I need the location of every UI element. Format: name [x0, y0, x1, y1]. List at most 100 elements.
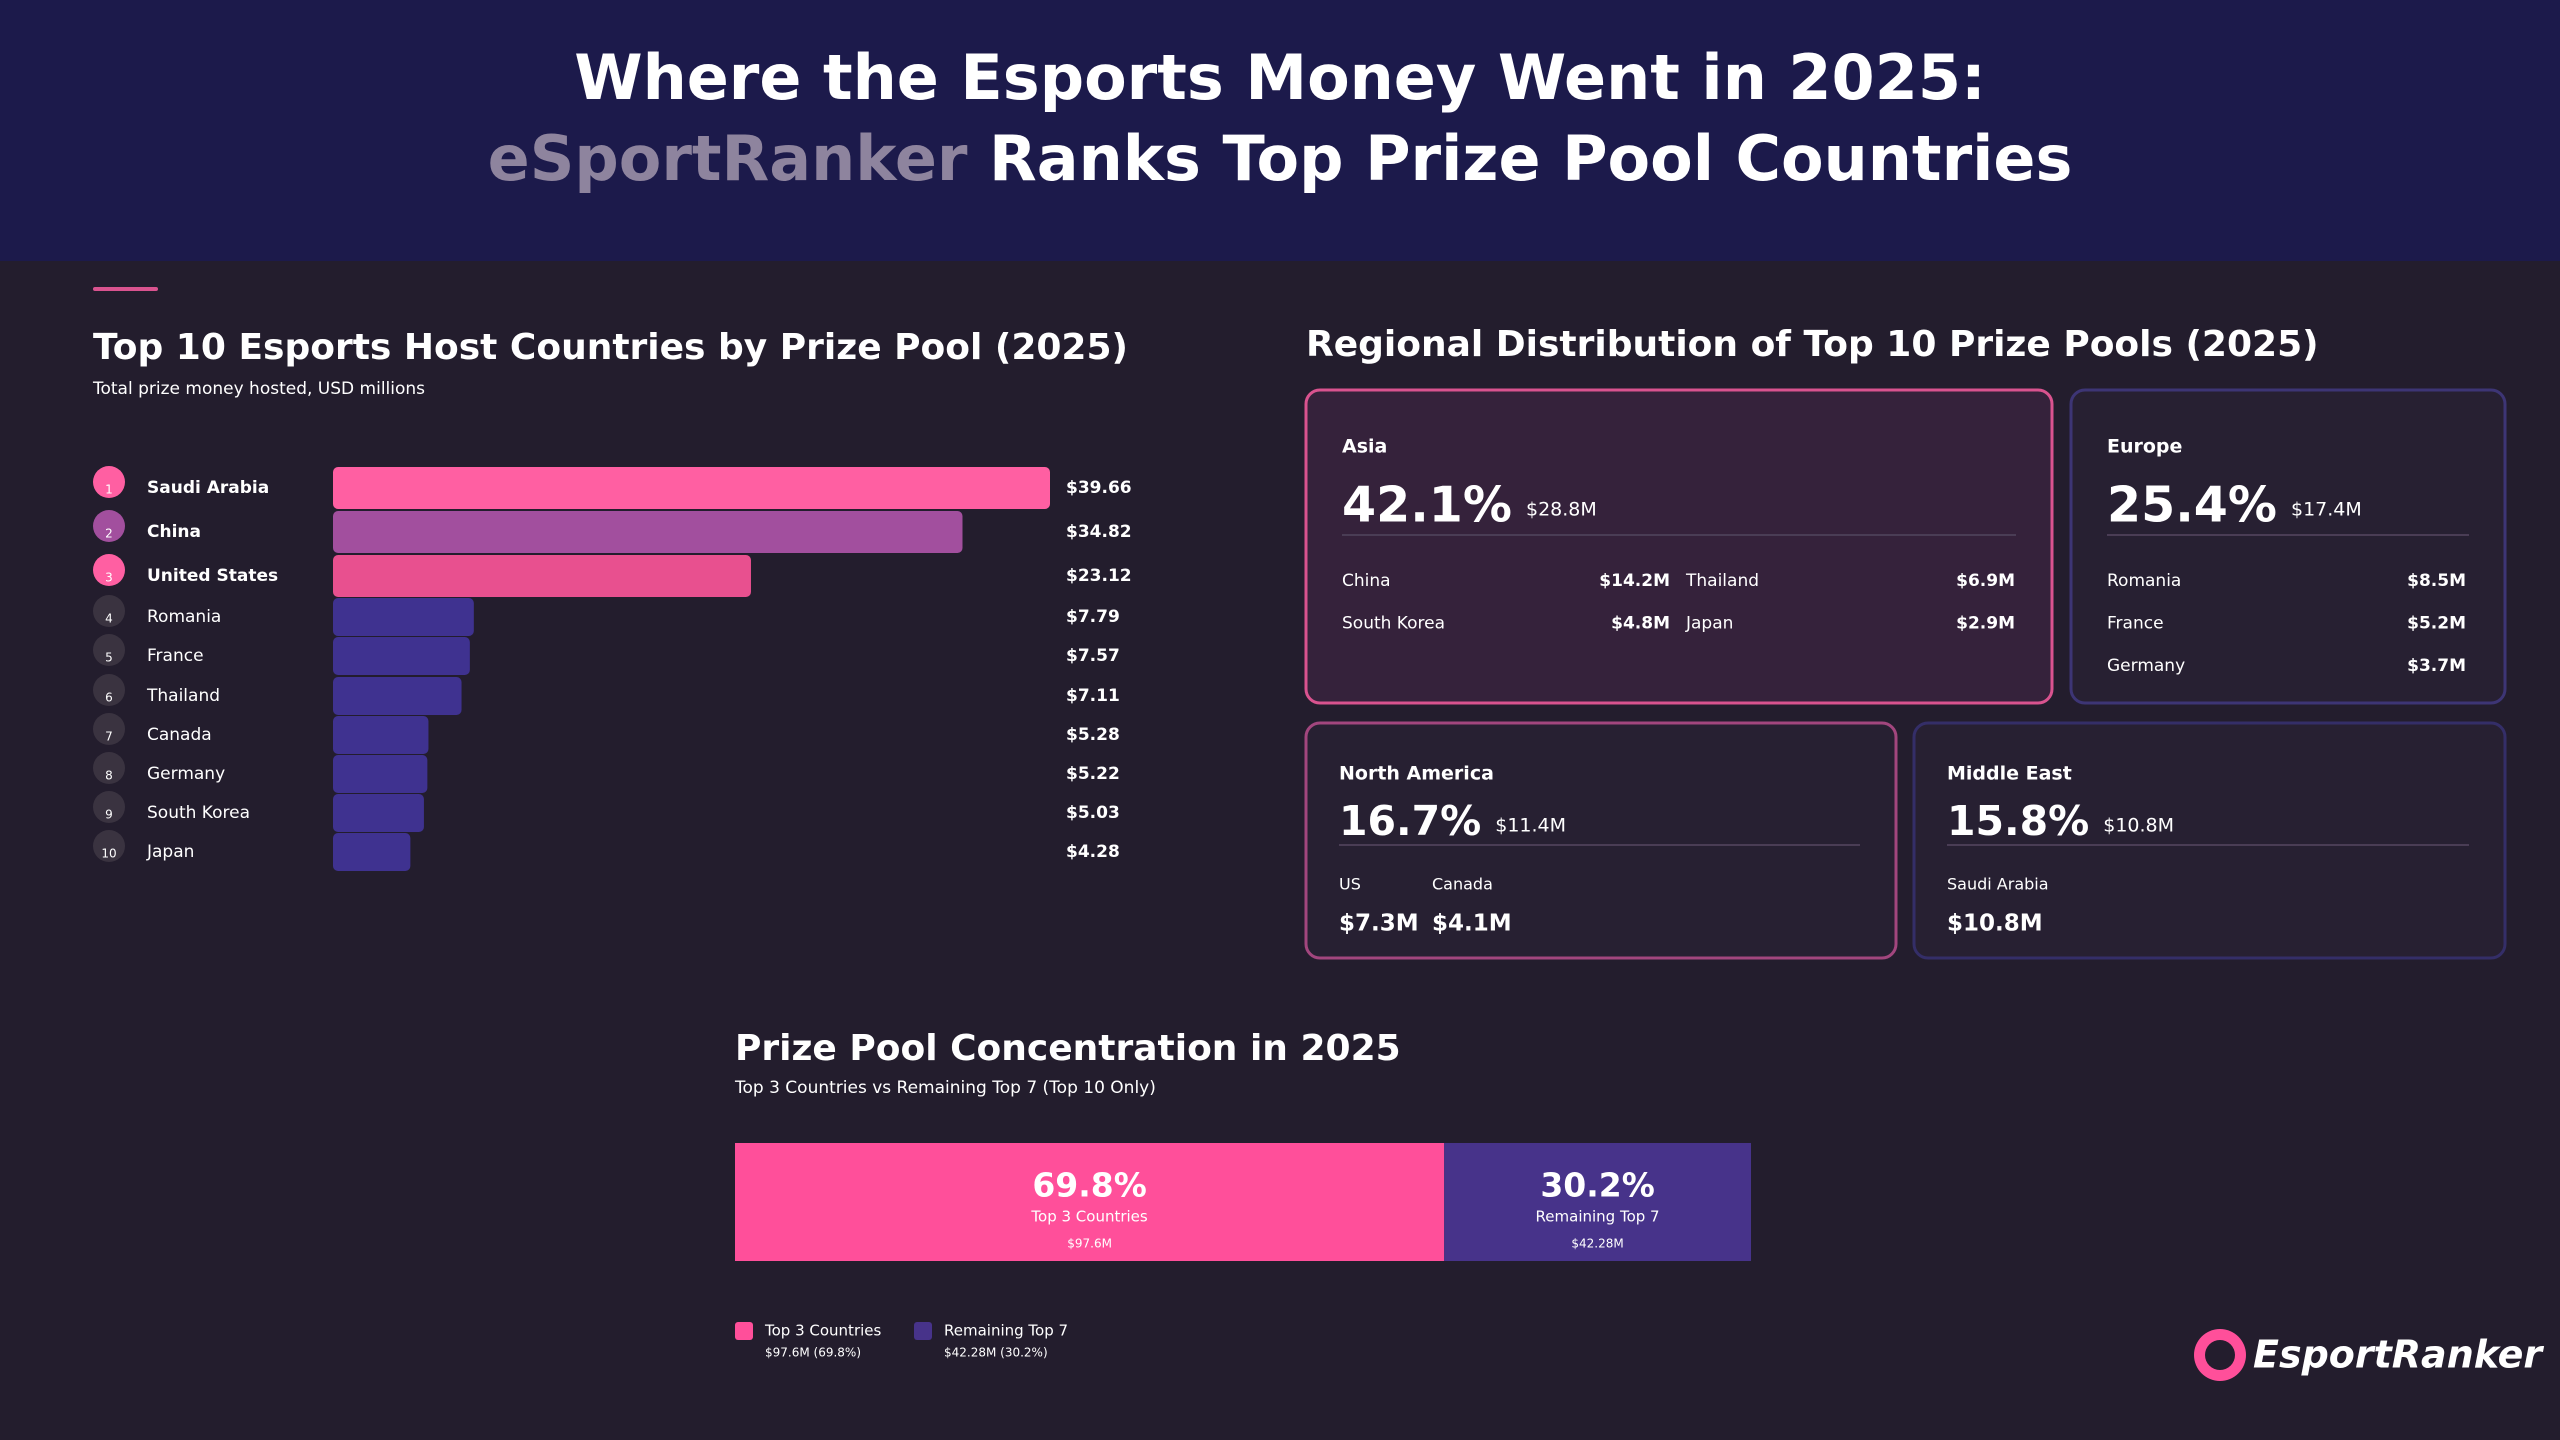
value-label: $34.82	[1066, 522, 1132, 542]
rank-badge	[93, 830, 125, 862]
rank-label: 5	[105, 651, 113, 665]
region-share: 25.4%	[2107, 477, 2277, 534]
legend-detail: $42.28M (30.2%)	[944, 1346, 1048, 1360]
rank-badge	[93, 674, 125, 706]
category-label: Thailand	[146, 686, 220, 706]
region-name: Europe	[2107, 436, 2182, 458]
item-name: Thailand	[1685, 571, 1759, 591]
region-share: 15.8%	[1947, 797, 2089, 845]
category-label: Germany	[147, 764, 225, 784]
rank-badge	[93, 466, 125, 498]
rank-label: 7	[105, 730, 113, 744]
item-name: France	[2107, 614, 2164, 634]
brand: eSportRanker	[488, 122, 968, 195]
category-label: Japan	[146, 842, 194, 862]
bar	[333, 467, 1050, 509]
region-name: North America	[1339, 763, 1494, 785]
bar	[333, 755, 428, 793]
segment-percent: 30.2%	[1540, 1166, 1655, 1205]
item-name: US	[1339, 875, 1361, 894]
rank-label: 8	[105, 769, 113, 783]
bar	[333, 677, 462, 715]
segment-name: Top 3 Countries	[1030, 1208, 1148, 1226]
region-name: Middle East	[1947, 763, 2072, 785]
title: Where the Esports Money Went in 2025:	[574, 41, 1986, 114]
chart-title: Prize Pool Concentration in 2025	[735, 1028, 1401, 1069]
category-label: China	[147, 522, 201, 542]
category-label: Canada	[147, 725, 212, 745]
category-label: Saudi Arabia	[147, 478, 269, 498]
region-share: 42.1%	[1342, 477, 1512, 534]
region-card	[2069, 388, 2507, 705]
chart-subtitle: Total prize money hosted, USD millions	[92, 379, 425, 399]
item-amount: $4.8M	[1611, 614, 1670, 634]
item-name: Romania	[2107, 571, 2181, 591]
rank-label: 6	[105, 691, 113, 705]
item-name: Saudi Arabia	[1947, 875, 2049, 894]
item-amount: $2.9M	[1956, 614, 2015, 634]
logo-icon-inner	[2205, 1340, 2235, 1370]
legend-swatch	[735, 1322, 753, 1340]
category-label: Romania	[147, 607, 221, 627]
legend-detail: $97.6M (69.8%)	[765, 1346, 861, 1360]
regions-title: Regional Distribution of Top 10 Prize Po…	[1306, 324, 2319, 365]
region-card	[1912, 721, 2507, 960]
rank-label: 2	[105, 527, 113, 541]
category-label: United States	[147, 566, 278, 586]
value-label: $5.28	[1066, 725, 1120, 745]
chart-subtitle: Top 3 Countries vs Remaining Top 7 (Top …	[734, 1078, 1156, 1098]
item-amount: $5.2M	[2407, 614, 2466, 634]
rank-badge	[93, 791, 125, 823]
segment	[735, 1143, 1445, 1261]
rank-badge	[93, 752, 125, 784]
category-label: South Korea	[147, 803, 250, 823]
region-card	[1304, 721, 1898, 960]
item-amount: $7.3M	[1339, 911, 1419, 937]
bar	[333, 716, 429, 754]
region-card	[1304, 388, 2054, 705]
value-label: $4.28	[1066, 842, 1120, 862]
item-amount: $3.7M	[2407, 656, 2466, 676]
segment-name: Remaining Top 7	[1536, 1208, 1660, 1226]
accent-line	[93, 287, 158, 291]
rank-label: 4	[105, 612, 113, 626]
value-label: $5.03	[1066, 803, 1120, 823]
bar	[333, 637, 470, 675]
item-name: Germany	[2107, 656, 2185, 676]
region-total: $10.8M	[2103, 815, 2174, 837]
bar	[333, 511, 963, 553]
item-name: South Korea	[1342, 614, 1445, 634]
rank-badge	[93, 510, 125, 542]
rank-badge	[93, 554, 125, 586]
value-label: $7.57	[1066, 646, 1120, 666]
region-name: Asia	[1342, 436, 1387, 458]
rank-label: 1	[105, 483, 113, 497]
title-rest: Ranks Top Prize Pool Countries	[989, 122, 2072, 195]
title-line2: eSportRanker Ranks Top Prize Pool Countr…	[488, 122, 2073, 195]
region-total: $17.4M	[2291, 499, 2362, 521]
bar	[333, 555, 751, 597]
segment-amount: $97.6M	[1067, 1237, 1112, 1251]
rank-badge	[93, 634, 125, 666]
item-name: Canada	[1432, 875, 1493, 894]
legend-label: Top 3 Countries	[764, 1322, 882, 1340]
item-amount: $6.9M	[1956, 571, 2015, 591]
bar	[333, 794, 424, 832]
region-total: $11.4M	[1495, 815, 1566, 837]
item-name: Japan	[1685, 614, 1733, 634]
segment-percent: 69.8%	[1032, 1166, 1147, 1205]
chart-title: Top 10 Esports Host Countries by Prize P…	[93, 327, 1128, 368]
item-name: China	[1342, 571, 1391, 591]
legend-label: Remaining Top 7	[944, 1322, 1068, 1340]
segment-amount: $42.28M	[1571, 1237, 1623, 1251]
rank-label: 9	[105, 808, 113, 822]
value-label: $5.22	[1066, 764, 1120, 784]
region-share: 16.7%	[1339, 797, 1481, 845]
item-amount: $14.2M	[1599, 571, 1670, 591]
value-label: $7.11	[1066, 686, 1120, 706]
segment	[1444, 1143, 1751, 1261]
rank-badge	[93, 713, 125, 745]
legend-swatch	[914, 1322, 932, 1340]
